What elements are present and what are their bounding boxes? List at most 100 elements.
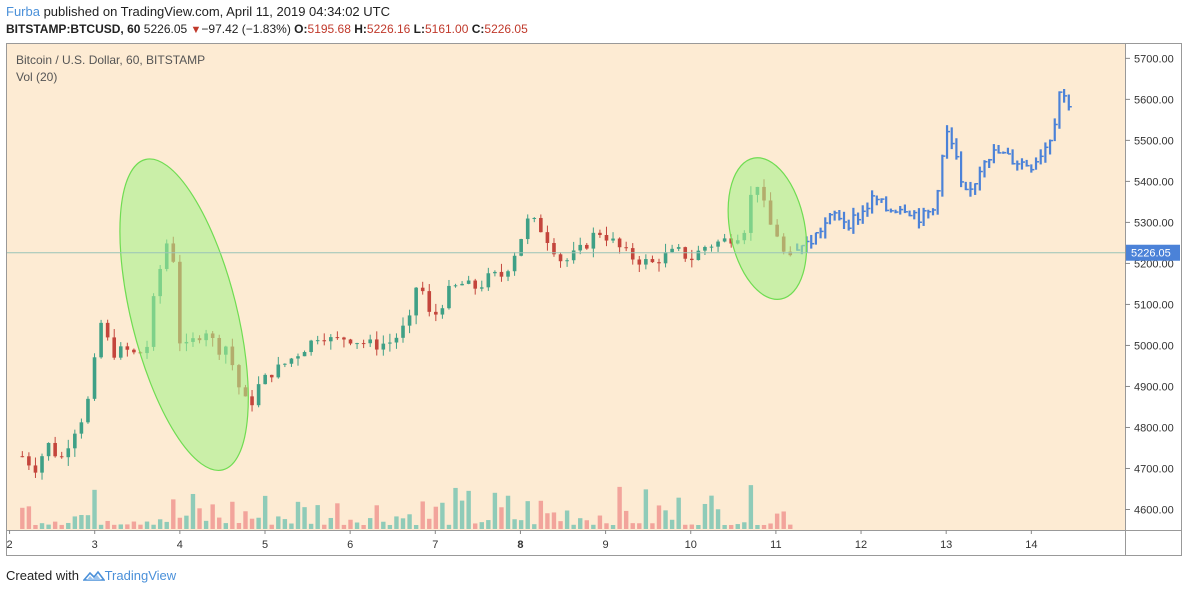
volume-bar	[256, 517, 261, 529]
candle-body	[289, 358, 294, 364]
volume-bar	[308, 523, 314, 529]
volume-bar	[348, 519, 353, 529]
candle-body	[571, 250, 576, 261]
x-tick-label: 10	[685, 539, 697, 551]
candle-body	[460, 283, 464, 286]
candle-body	[466, 280, 471, 284]
candle-body	[512, 255, 517, 272]
y-tick-label: 5300.00	[1134, 217, 1174, 229]
candle-body	[532, 217, 537, 219]
candle-body	[296, 356, 300, 359]
volume-bar	[164, 521, 169, 529]
y-tick-label: 5100.00	[1134, 299, 1174, 311]
chart-frame[interactable]: 4600.00 4700.00 4800.00 4900.00 5000.00 5100.…	[6, 43, 1182, 556]
last-price: 5226.05	[143, 22, 188, 36]
open-label: O:	[294, 22, 308, 36]
candle-body	[381, 343, 386, 350]
candle-body	[342, 337, 346, 340]
candle-body	[86, 398, 90, 423]
candle-body	[584, 244, 589, 249]
volume-bar	[492, 492, 498, 529]
volume-bar	[630, 523, 635, 529]
candle-body	[420, 287, 425, 292]
candle-body	[427, 291, 432, 312]
volume-bar	[92, 489, 97, 529]
price-change: −97.42 (−1.83%)	[201, 22, 291, 36]
candle-body	[263, 374, 267, 385]
candle-body	[565, 260, 569, 262]
candle-body	[329, 337, 333, 342]
volume-bar	[564, 510, 570, 529]
volume-bar	[650, 523, 655, 529]
created-with-text: Created with	[6, 568, 83, 583]
volume-bar	[203, 520, 209, 529]
author-name[interactable]: Furba	[6, 4, 40, 19]
candle-body	[112, 337, 117, 358]
volume-bar	[131, 521, 137, 529]
volume-bar	[144, 521, 150, 529]
volume-bar	[269, 524, 274, 529]
candle-body	[368, 339, 372, 344]
highlight-ellipse	[727, 157, 808, 300]
published-text: published on TradingView.com, April 11, …	[39, 4, 390, 19]
volume-bar	[190, 493, 196, 529]
candle-body	[27, 456, 31, 466]
close-label: C:	[471, 22, 485, 36]
candle-body	[630, 248, 635, 260]
volume-bar	[354, 522, 360, 529]
tradingview-brand[interactable]: TradingView	[104, 568, 177, 583]
high-label: H:	[354, 22, 367, 36]
volume-bar	[394, 516, 399, 529]
candle-body	[348, 339, 353, 344]
candle-body	[315, 340, 320, 342]
volume-bar	[512, 519, 517, 529]
candle-body	[558, 254, 563, 262]
candle-body	[598, 232, 602, 236]
candle-body	[40, 456, 44, 473]
volume-bar	[46, 524, 51, 529]
volume-bar	[676, 497, 681, 529]
candle-body	[604, 235, 609, 241]
candle-body	[355, 343, 359, 345]
x-tick-label: 12	[855, 539, 867, 551]
volume-bar	[335, 503, 340, 529]
volume-bar	[525, 501, 530, 529]
volume-bar	[315, 505, 320, 529]
volume-bar	[578, 518, 583, 529]
volume-bar	[302, 507, 307, 529]
symbol-label: BITSTAMP:BTCUSD, 60	[6, 22, 141, 36]
volume-bar	[433, 506, 439, 529]
volume-bar	[20, 507, 25, 529]
close-value: 5226.05	[484, 22, 528, 36]
high-value: 5226.16	[366, 22, 411, 36]
volume-bar	[26, 506, 32, 529]
volume-bar	[610, 524, 616, 529]
volume-bar	[85, 515, 91, 529]
candle-body	[663, 252, 668, 264]
price-chart[interactable]: 4600.00 4700.00 4800.00 4900.00 5000.00 5100.…	[7, 44, 1181, 555]
volume-bar	[505, 495, 511, 529]
volume-bar	[223, 523, 228, 529]
volume-bar	[466, 490, 471, 529]
volume-bar	[683, 524, 688, 529]
volume-bar	[282, 519, 288, 529]
volume-bar	[689, 524, 695, 529]
candle-body	[414, 287, 418, 316]
candle-body	[545, 232, 550, 243]
volume-bar	[289, 523, 294, 529]
volume-bar	[210, 504, 215, 529]
low-label: L:	[413, 22, 425, 36]
volume-bar	[184, 515, 189, 529]
candle-body	[703, 246, 707, 251]
volume-bar	[656, 505, 662, 529]
volume-bar	[742, 522, 747, 529]
candle-body	[493, 271, 497, 274]
volume-bar	[112, 524, 117, 529]
volume-bar	[381, 521, 386, 529]
candle-body	[118, 346, 123, 358]
volume-bar	[177, 517, 183, 529]
candle-body	[335, 337, 340, 339]
volume-bar	[518, 520, 524, 529]
volume-bar	[125, 524, 130, 529]
volume-bar	[499, 507, 504, 529]
